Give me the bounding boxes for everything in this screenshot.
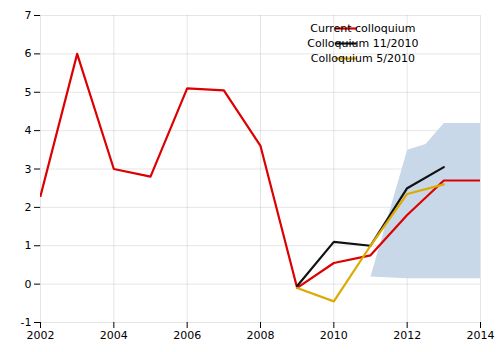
svg-text:2: 2 (25, 201, 32, 214)
svg-text:7: 7 (25, 9, 32, 22)
svg-text:2010: 2010 (320, 329, 348, 342)
svg-text:1: 1 (25, 239, 32, 252)
svg-text:2014: 2014 (467, 329, 495, 342)
svg-text:4: 4 (25, 124, 32, 137)
svg-text:2012: 2012 (393, 329, 421, 342)
svg-text:-1: -1 (21, 316, 32, 329)
svg-text:2008: 2008 (247, 329, 275, 342)
svg-text:3: 3 (25, 163, 32, 176)
svg-text:2002: 2002 (27, 329, 55, 342)
svg-text:2006: 2006 (173, 329, 201, 342)
svg-text:Colloquium 5/2010: Colloquium 5/2010 (311, 52, 415, 65)
svg-text:5: 5 (25, 86, 32, 99)
svg-text:Current colloquium: Current colloquium (310, 22, 415, 35)
svg-text:Colloquium 11/2010: Colloquium 11/2010 (307, 37, 418, 50)
svg-text:2004: 2004 (100, 329, 128, 342)
svg-text:0: 0 (25, 278, 32, 291)
svg-text:6: 6 (25, 47, 32, 60)
